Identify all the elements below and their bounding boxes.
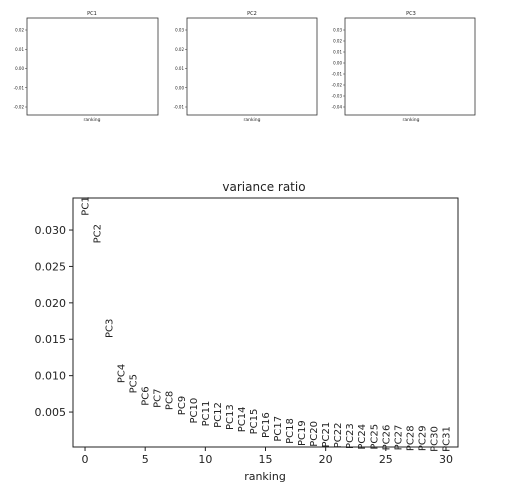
x-tick-label: 10 (198, 453, 212, 466)
pc-label-point: PC21 (321, 422, 332, 448)
pc-label-point: PC6 (141, 386, 152, 405)
plot-area (72, 197, 459, 448)
pc-label-point: PC12 (213, 402, 224, 428)
pc-label-point: PC22 (333, 422, 344, 448)
y-tick-label: 0.030 (35, 224, 67, 237)
pc1-ytick-label: -0.01 (14, 85, 25, 90)
x-tick-label: 5 (142, 453, 149, 466)
y-tick-label: 0.010 (35, 370, 67, 383)
x-tick-label: 20 (319, 453, 333, 466)
pc2-ytick-label: 0.00 (175, 85, 184, 90)
pc2-ytick-label: 0.01 (175, 66, 184, 71)
pc-label-point: PC31 (441, 426, 452, 452)
pc3-ytick-label: 0.03 (333, 28, 342, 33)
pc3-title: PC3 (406, 11, 416, 17)
pc-label-point: PC13 (225, 404, 236, 430)
pc-label-point: PC11 (201, 401, 212, 427)
pc1-ytick-label: 0.00 (15, 66, 24, 71)
x-axis-label: ranking (244, 470, 286, 483)
pc-label-point: PC19 (297, 420, 308, 446)
pc-label-point: PC1 (81, 196, 92, 215)
pc1-ytick-label: 0.01 (15, 47, 24, 52)
pc2-xlabel: ranking (243, 117, 260, 123)
pc-label-point: PC17 (273, 416, 284, 442)
x-tick-label: 25 (379, 453, 393, 466)
pc3-ytick-label: -0.03 (332, 94, 343, 99)
pc2-ytick-label: -0.01 (174, 105, 185, 110)
pc-label-point: PC15 (249, 409, 260, 435)
x-tick-label: 15 (259, 453, 273, 466)
pc-label-point: PC18 (285, 418, 296, 444)
pc-label-point: PC16 (261, 412, 272, 438)
pc1-loadings-panel: PC1 ranking 0.02 0.01 0.00 -0.01 -0.02 (14, 11, 159, 123)
pc-label-point: PC7 (153, 389, 164, 408)
variance-ratio-panel: variance ratio 0 5 10 15 20 25 30 0.005 0.010 0.… (35, 180, 459, 483)
pc1-ytick-label: -0.02 (14, 105, 25, 110)
x-tick-label: 0 (82, 453, 89, 466)
pc-label-point: PC24 (357, 424, 368, 450)
pc-label-point: PC28 (405, 425, 416, 451)
pc-label-point: PC10 (189, 398, 200, 424)
pc-label-point: PC23 (345, 423, 356, 449)
pc2-title: PC2 (247, 11, 257, 17)
pc-label-point: PC30 (429, 426, 440, 452)
pc-label-point: PC14 (237, 406, 248, 432)
y-tick-label: 0.015 (35, 333, 67, 346)
pc3-xlabel: ranking (402, 117, 419, 123)
y-tick-label: 0.020 (35, 297, 67, 310)
x-tick-label: 30 (439, 453, 453, 466)
pc3-ytick-label: -0.01 (332, 72, 343, 77)
pc3-ytick-label: 0.01 (333, 50, 342, 55)
pc-label-point: PC27 (393, 425, 404, 451)
pc-label-point: PC5 (129, 374, 140, 393)
pc-label-point: PC2 (93, 224, 104, 243)
pc3-plot-area (344, 17, 476, 116)
pc2-loadings-panel: PC2 ranking 0.03 0.02 0.01 0.00 -0.01 (174, 11, 318, 123)
pc-label-point: PC9 (177, 396, 188, 415)
pc2-ytick-label: 0.02 (175, 47, 184, 52)
pc3-ytick-label: 0.02 (333, 39, 342, 44)
pc-label-point: PC25 (369, 424, 380, 450)
pc2-plot-area (186, 17, 318, 116)
pc1-xlabel: ranking (83, 117, 100, 123)
pc3-loadings-panel: PC3 ranking 0.03 0.02 0.01 0.00 -0.01 -0.02 -0… (332, 11, 476, 123)
pc3-ytick-label: 0.00 (333, 61, 342, 66)
pc-label-point: PC26 (381, 425, 392, 451)
pc-label-point: PC8 (165, 391, 176, 410)
pc1-title: PC1 (87, 11, 97, 17)
pc3-ytick-label: -0.02 (332, 83, 343, 88)
pc2-ytick-label: 0.03 (175, 28, 184, 33)
y-tick-label: 0.005 (35, 406, 67, 419)
chart-title: variance ratio (222, 180, 305, 194)
pc-label-point: PC20 (309, 421, 320, 447)
pc-label-point: PC4 (117, 364, 128, 383)
pc1-ytick-label: 0.02 (15, 28, 24, 33)
pc-label-point: PC29 (417, 425, 428, 451)
y-tick-label: 0.025 (35, 260, 67, 273)
pc3-ytick-label: -0.04 (332, 105, 343, 110)
pc-label-point: PC3 (105, 319, 116, 338)
pc1-plot-area (26, 17, 159, 116)
